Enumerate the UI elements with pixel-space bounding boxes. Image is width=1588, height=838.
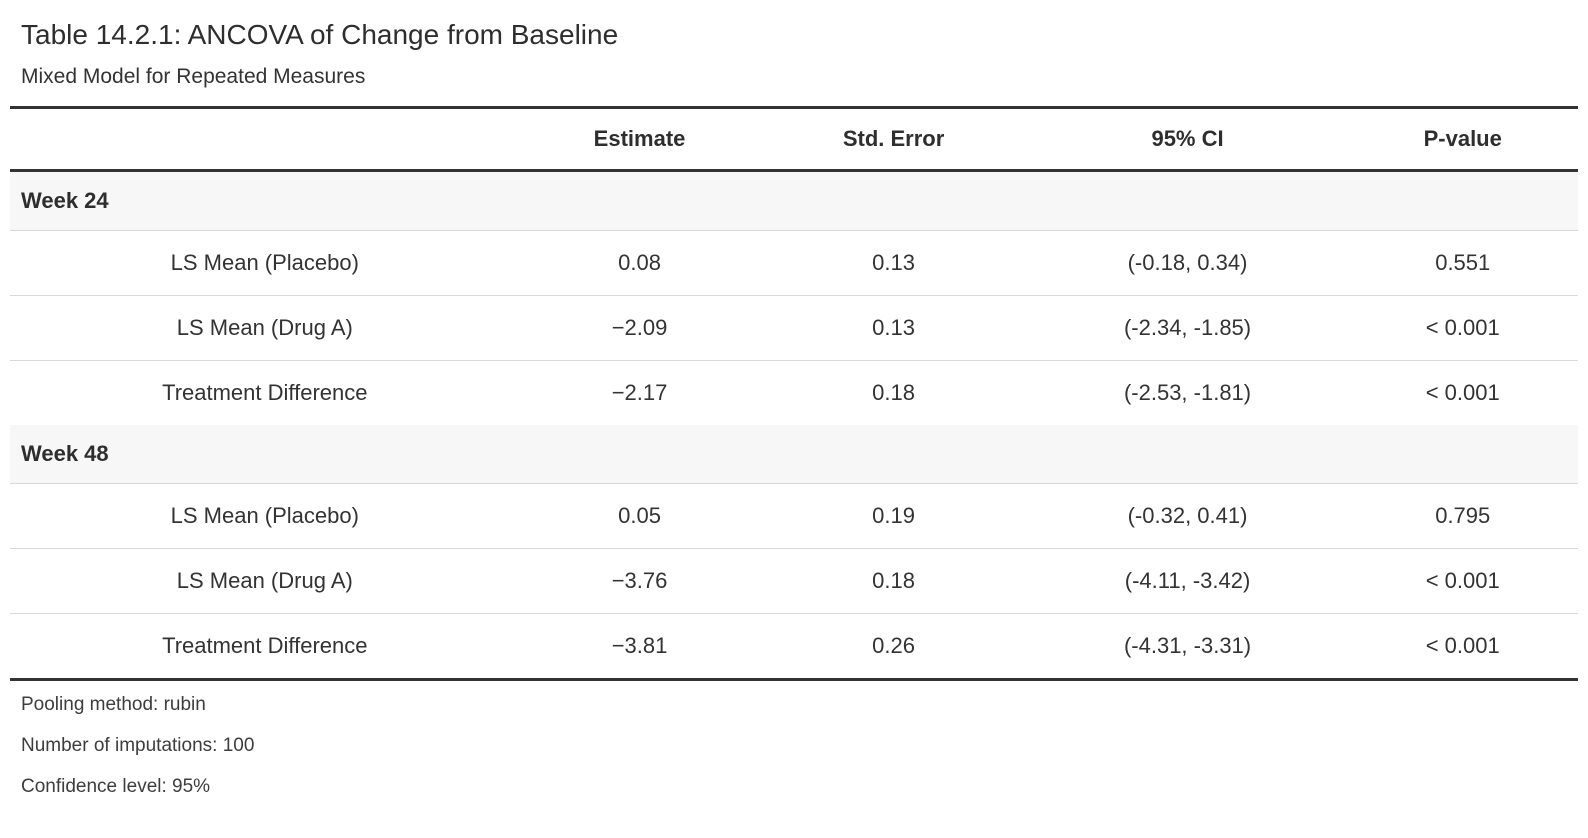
row-label-cell: Treatment Difference	[10, 613, 520, 680]
table-title: Table 14.2.1: ANCOVA of Change from Base…	[21, 19, 619, 50]
table-row: LS Mean (Drug A) −2.09 0.13 (-2.34, -1.8…	[10, 295, 1578, 361]
header-row: Estimate Std. Error 95% CI P-value	[10, 107, 1578, 172]
table-row: Treatment Difference −3.81 0.26 (-4.31, …	[10, 613, 1578, 680]
group-label: Week 48	[10, 425, 1578, 484]
row-label-cell: LS Mean (Placebo)	[10, 230, 520, 296]
column-header-p-value: P-value	[1347, 107, 1578, 172]
std-error-cell: 0.26	[759, 613, 1028, 680]
p-value-cell: 0.795	[1347, 483, 1578, 549]
std-error-cell: 0.19	[759, 483, 1028, 549]
ci-cell: (-4.31, -3.31)	[1027, 613, 1348, 680]
table-subtitle: Mixed Model for Repeated Measures	[21, 65, 366, 88]
p-value-cell: < 0.001	[1347, 613, 1578, 680]
table-row: LS Mean (Drug A) −3.76 0.18 (-4.11, -3.4…	[10, 548, 1578, 614]
p-value-cell: < 0.001	[1347, 295, 1578, 361]
table-header: Estimate Std. Error 95% CI P-value	[10, 107, 1578, 172]
table-footnotes: Pooling method: rubin Number of imputati…	[10, 681, 1578, 798]
estimate-cell: 0.05	[519, 483, 760, 549]
row-label-cell: Treatment Difference	[10, 360, 520, 425]
estimate-cell: −2.17	[519, 360, 760, 425]
std-error-cell: 0.18	[759, 548, 1028, 614]
estimate-cell: −3.81	[519, 613, 760, 680]
column-header-ci: 95% CI	[1027, 107, 1348, 172]
column-header-stub	[10, 107, 520, 172]
column-header-std-error: Std. Error	[759, 107, 1028, 172]
group-header-row: Week 48	[10, 425, 1578, 484]
row-label-cell: LS Mean (Placebo)	[10, 483, 520, 549]
ci-cell: (-4.11, -3.42)	[1027, 548, 1348, 614]
table-row: LS Mean (Placebo) 0.08 0.13 (-0.18, 0.34…	[10, 230, 1578, 296]
ci-cell: (-2.53, -1.81)	[1027, 360, 1348, 425]
std-error-cell: 0.18	[759, 360, 1028, 425]
group-week-48: Week 48 LS Mean (Placebo) 0.05 0.19 (-0.…	[10, 425, 1578, 680]
column-header-estimate: Estimate	[519, 107, 760, 172]
ci-cell: (-2.34, -1.85)	[1027, 295, 1348, 361]
footnote-imputations: Number of imputations: 100	[21, 735, 255, 756]
p-value-cell: < 0.001	[1347, 548, 1578, 614]
estimate-cell: −2.09	[519, 295, 760, 361]
table-row: LS Mean (Placebo) 0.05 0.19 (-0.32, 0.41…	[10, 483, 1578, 549]
p-value-cell: 0.551	[1347, 230, 1578, 296]
ci-cell: (-0.32, 0.41)	[1027, 483, 1348, 549]
table-row: Treatment Difference −2.17 0.18 (-2.53, …	[10, 360, 1578, 425]
table-heading: Table 14.2.1: ANCOVA of Change from Base…	[10, 16, 1578, 92]
std-error-cell: 0.13	[759, 230, 1028, 296]
group-label: Week 24	[10, 170, 1578, 231]
group-week-24: Week 24 LS Mean (Placebo) 0.08 0.13 (-0.…	[10, 170, 1578, 425]
group-header-row: Week 24	[10, 170, 1578, 231]
estimate-cell: −3.76	[519, 548, 760, 614]
row-label-cell: LS Mean (Drug A)	[10, 295, 520, 361]
row-label-cell: LS Mean (Drug A)	[10, 548, 520, 614]
estimate-cell: 0.08	[519, 230, 760, 296]
footnote-confidence-level: Confidence level: 95%	[21, 776, 211, 797]
ci-cell: (-0.18, 0.34)	[1027, 230, 1348, 296]
footnote-pooling-method: Pooling method: rubin	[21, 694, 206, 715]
std-error-cell: 0.13	[759, 295, 1028, 361]
p-value-cell: < 0.001	[1347, 360, 1578, 425]
ancova-results-table: Estimate Std. Error 95% CI P-value Week …	[10, 106, 1578, 681]
